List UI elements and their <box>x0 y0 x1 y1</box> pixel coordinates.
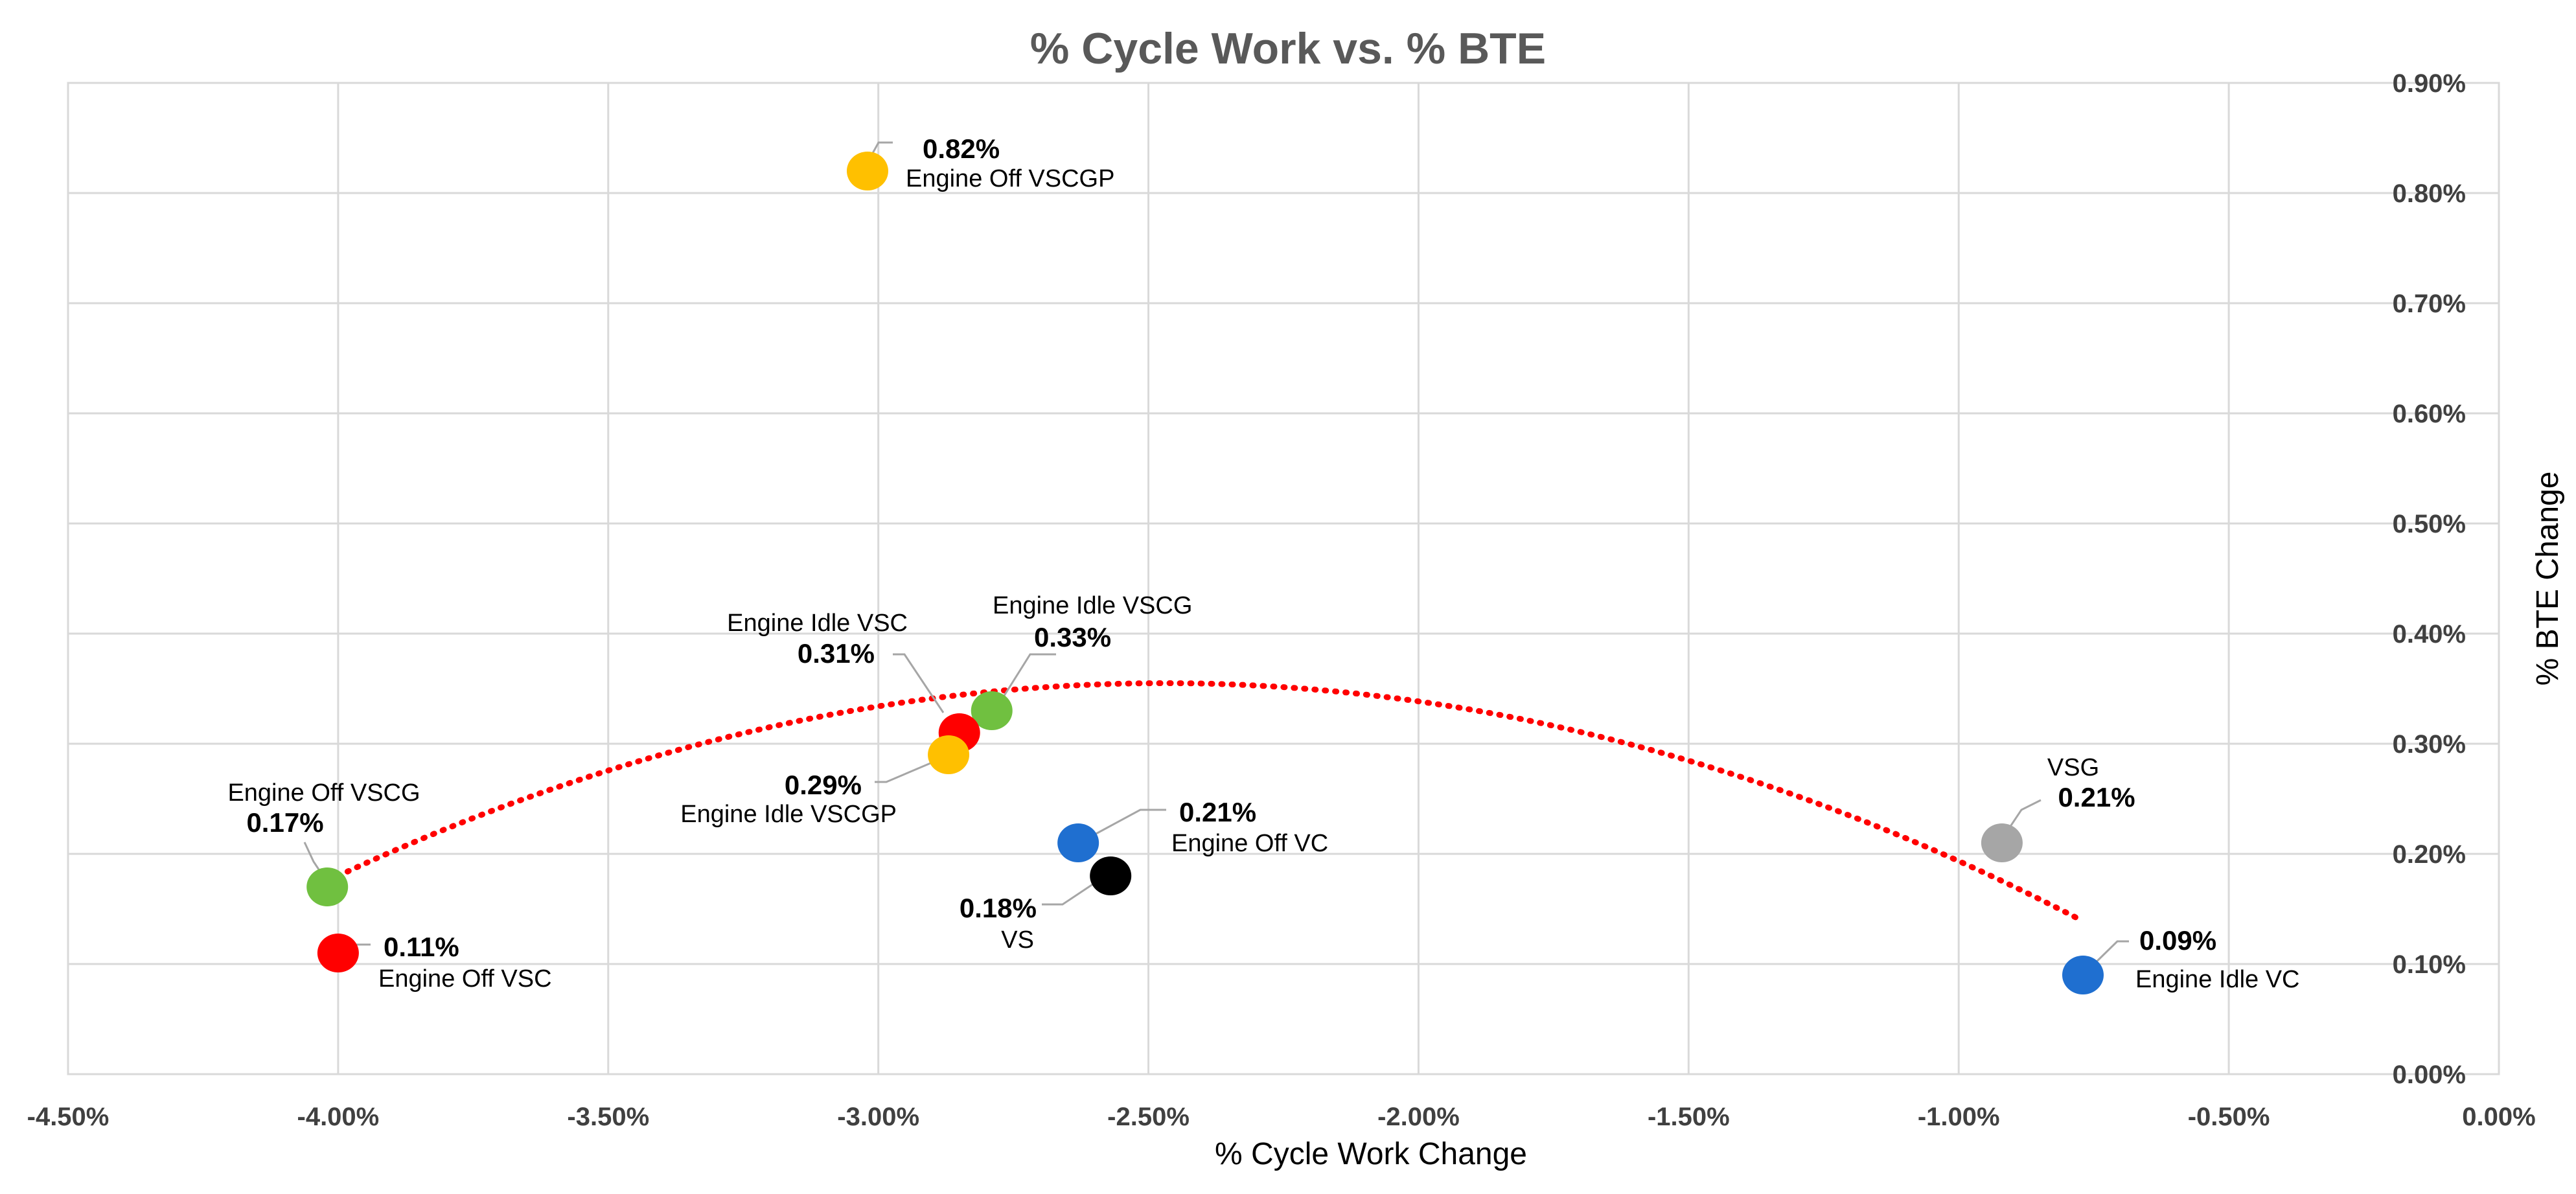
y-tick-label: 0.30% <box>2393 730 2466 759</box>
x-tick-label: -4.50% <box>27 1103 109 1131</box>
data-label-name: Engine Idle VSC <box>727 610 908 637</box>
x-tick-label: -1.00% <box>1918 1103 2000 1131</box>
data-label-value: 0.21% <box>2058 782 2135 812</box>
data-label-name: VS <box>1001 926 1034 954</box>
leader-line <box>1000 653 1056 700</box>
x-tick-label: -3.50% <box>567 1103 649 1131</box>
data-point <box>306 867 349 906</box>
data-point <box>317 934 359 972</box>
y-axis-ticks: 0.00% 0.10% 0.20% 0.30% 0.40% 0.50% 0.60% 0.70%… <box>2393 69 2466 1089</box>
chart-title: % Cycle Work vs. % BTE <box>1030 24 1546 73</box>
data-label-name: Engine Idle VC <box>2135 966 2300 993</box>
plot-area-border <box>67 82 2500 1075</box>
data-label-value: 0.18% <box>960 893 1037 923</box>
data-labels: 0.82%Engine Off VSCGP Engine Idle VSCG 0.3… <box>227 133 2299 993</box>
data-label-name: Engine Off VSCG <box>227 779 420 807</box>
data-label-name: Engine Idle VSCGP <box>680 801 897 828</box>
y-tick-label: 0.10% <box>2393 950 2466 979</box>
data-label-name: Engine Off VSCGP <box>906 165 1114 192</box>
leader-line <box>2007 799 2041 830</box>
x-tick-label: -4.00% <box>297 1103 380 1131</box>
y-tick-label: 0.70% <box>2393 290 2466 318</box>
leader-line <box>875 757 943 783</box>
leader-line <box>893 653 945 713</box>
leader-line <box>1042 877 1102 906</box>
y-axis-title: % BTE Change <box>2531 472 2565 686</box>
x-tick-label: -0.50% <box>2188 1103 2270 1131</box>
data-label-value: 0.21% <box>1179 797 1256 827</box>
data-points <box>306 152 2104 994</box>
x-tick-label: -1.50% <box>1648 1103 1730 1131</box>
data-point <box>1057 823 1099 862</box>
y-tick-label: 0.40% <box>2393 620 2466 649</box>
y-tick-label: 0.00% <box>2393 1061 2466 1089</box>
data-point <box>928 735 970 774</box>
x-tick-label: 0.00% <box>2462 1103 2535 1131</box>
data-label-name: Engine Idle VSCG <box>993 592 1192 619</box>
x-axis-ticks: -4.50% -4.00% -3.50% -3.00% -2.50% -2.00% -1.5… <box>27 1103 2536 1131</box>
data-label-name: VSG <box>2047 754 2099 781</box>
y-tick-label: 0.60% <box>2393 400 2466 428</box>
x-tick-label: -3.00% <box>837 1103 919 1131</box>
x-tick-label: -2.00% <box>1377 1103 1460 1131</box>
data-point <box>846 152 888 190</box>
data-label-value: 0.33% <box>1034 622 1111 652</box>
x-tick-label: -2.50% <box>1107 1103 1190 1131</box>
data-label-value: 0.29% <box>785 770 862 800</box>
data-label-name: Engine Off VSC <box>378 965 552 993</box>
x-axis-title: % Cycle Work Change <box>1215 1137 1527 1171</box>
data-point <box>971 691 1013 730</box>
data-label-value: 0.09% <box>2139 925 2216 956</box>
data-point <box>1090 856 1132 895</box>
y-tick-label: 0.20% <box>2393 840 2466 869</box>
y-tick-label: 0.80% <box>2393 179 2466 208</box>
data-label-value: 0.11% <box>384 932 459 962</box>
data-label-value: 0.31% <box>798 638 875 669</box>
leader-line <box>2088 940 2129 970</box>
trendline-path <box>335 680 2086 924</box>
data-point <box>1981 823 2023 862</box>
y-tick-label: 0.90% <box>2393 69 2466 98</box>
data-label-value: 0.17% <box>246 807 323 838</box>
leader-line <box>1092 809 1166 837</box>
leader-lines <box>303 141 2129 970</box>
y-tick-label: 0.50% <box>2393 510 2466 538</box>
data-label-name: Engine Off VC <box>1171 830 1328 857</box>
data-label-value: 0.82% <box>923 133 1000 164</box>
trendline <box>335 680 2086 924</box>
data-point <box>2062 956 2104 994</box>
